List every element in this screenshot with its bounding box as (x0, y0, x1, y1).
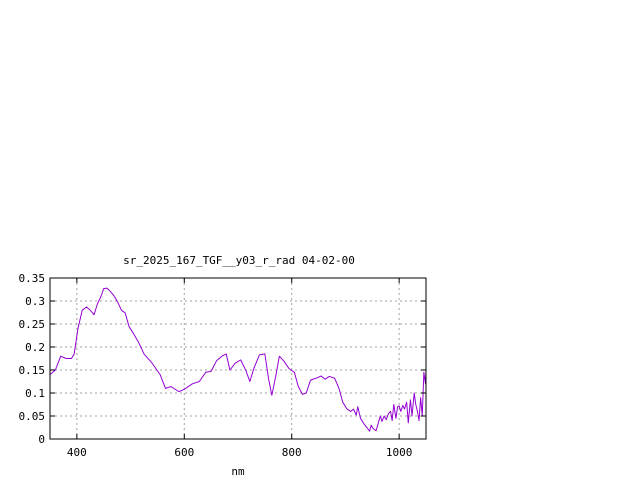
x-tick-label: 600 (174, 446, 194, 459)
axis-ticks: 400 600 800 1000 0 0.05 0.1 0.15 0.2 0.25 0.3 0.35 (19, 272, 426, 459)
plot-area (49, 287, 427, 432)
y-tick-label: 0.35 (19, 272, 46, 285)
plot-frame (49, 277, 427, 440)
y-tick-label: 0 (38, 433, 45, 446)
y-tick-label: 0.2 (25, 341, 45, 354)
y-tick-label: 0.1 (25, 387, 45, 400)
x-tick-label: 1000 (386, 446, 413, 459)
grid (50, 278, 426, 439)
x-axis-label: nm (231, 465, 245, 478)
y-tick-label: 0.3 (25, 295, 45, 308)
x-tick-label: 800 (282, 446, 302, 459)
series-line (49, 287, 427, 432)
chart-title: sr_2025_167_TGF__y03_r_rad 04-02-00 (123, 254, 355, 267)
y-tick-label: 0.25 (19, 318, 46, 331)
y-tick-label: 0.05 (19, 410, 46, 423)
x-tick-label: 400 (67, 446, 87, 459)
y-tick-label: 0.15 (19, 364, 46, 377)
